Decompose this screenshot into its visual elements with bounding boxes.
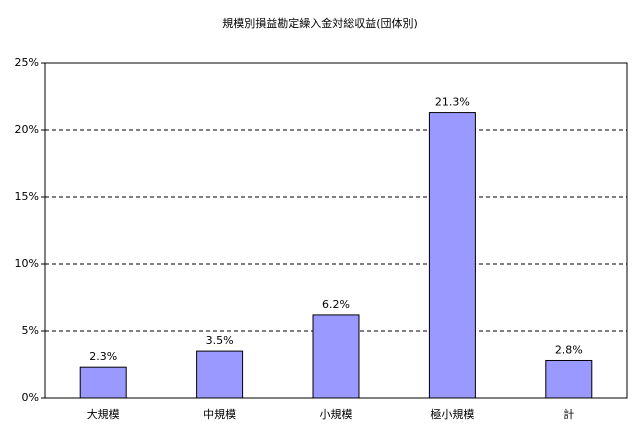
y-tick-label: 10% xyxy=(15,257,39,270)
data-label: 6.2% xyxy=(322,298,350,311)
bar xyxy=(428,112,476,399)
chart-title: 規模別損益勘定繰入金対総収益(団体別) xyxy=(222,16,418,30)
y-tick-label: 0% xyxy=(22,391,39,404)
data-label: 3.5% xyxy=(206,334,234,347)
y-tick-label: 15% xyxy=(15,190,39,203)
bar xyxy=(79,366,127,399)
bar xyxy=(545,359,593,399)
y-tick-label: 25% xyxy=(15,56,39,69)
x-tick-label: 大規模 xyxy=(87,407,120,421)
bar xyxy=(196,350,244,399)
x-tick-label: 小規模 xyxy=(320,407,353,421)
data-label: 2.3% xyxy=(89,350,117,363)
x-tick-label: 計 xyxy=(563,407,574,421)
bar xyxy=(312,314,360,399)
x-tick-label: 極小規模 xyxy=(430,407,474,421)
y-tick-label: 5% xyxy=(22,324,39,337)
x-tick-label: 中規模 xyxy=(203,407,236,421)
y-tick-label: 20% xyxy=(15,123,39,136)
data-label: 2.8% xyxy=(555,343,583,356)
data-label: 21.3% xyxy=(435,96,470,109)
